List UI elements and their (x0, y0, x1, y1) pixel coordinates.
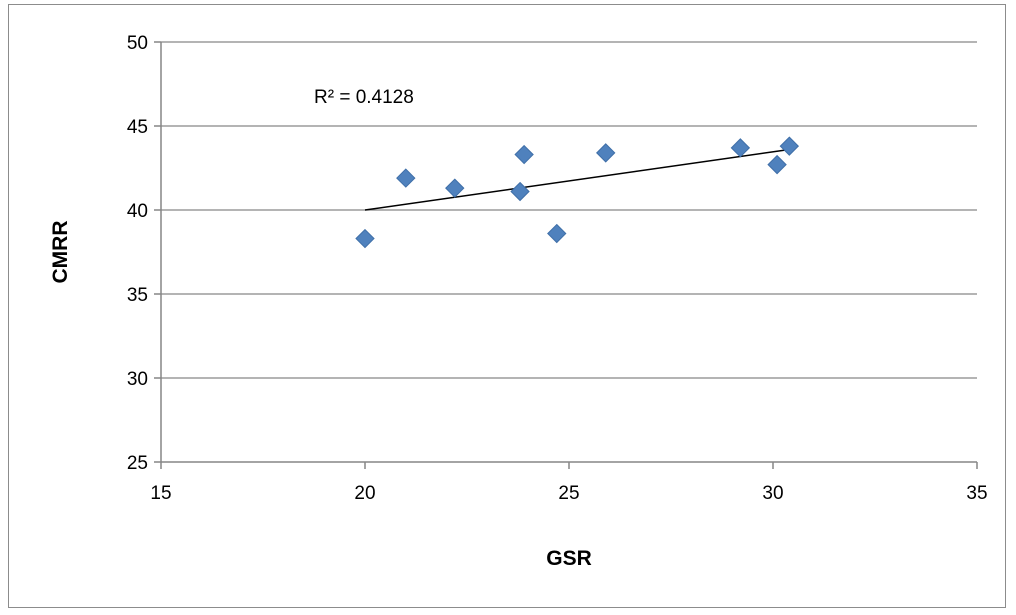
r-squared-label: R² = 0.4128 (314, 87, 414, 108)
y-tick-label: 45 (127, 117, 148, 138)
gridlines (161, 41, 977, 379)
data-point-2 (396, 168, 416, 188)
data-point-6 (547, 223, 567, 244)
data-point-7 (596, 143, 616, 163)
x-tick-label: 15 (150, 483, 171, 504)
trendline (364, 148, 790, 211)
x-axis-ticks: 15 20 25 30 35 (150, 462, 988, 504)
trendline-group (364, 148, 790, 211)
y-tick-label: 30 (127, 369, 148, 390)
data-point-1 (355, 228, 375, 249)
y-tick-label: 35 (127, 285, 148, 306)
y-tick-label: 25 (127, 453, 148, 474)
axes (160, 42, 977, 463)
x-tick-label: 35 (966, 483, 987, 504)
x-tick-label: 30 (762, 483, 783, 504)
x-tick-label: 25 (558, 483, 579, 504)
y-tick-label: 40 (127, 201, 148, 222)
data-point-3 (445, 178, 465, 198)
y-axis-ticks: 25 30 35 40 45 50 (127, 33, 161, 474)
x-tick-label: 20 (354, 483, 375, 504)
data-point-8 (730, 138, 751, 158)
data-point-4 (510, 181, 530, 202)
y-tick-label: 50 (127, 33, 148, 54)
chart-area: 15 20 25 30 35 25 30 35 40 45 50 R² = 0.4128 GSR … (8, 4, 1006, 608)
y-axis-title: CMRR (49, 221, 72, 284)
data-point-10 (779, 136, 800, 156)
data-point-9 (767, 154, 787, 175)
data-points (355, 136, 800, 249)
x-axis-title: GSR (546, 547, 592, 570)
data-point-5 (514, 144, 534, 165)
